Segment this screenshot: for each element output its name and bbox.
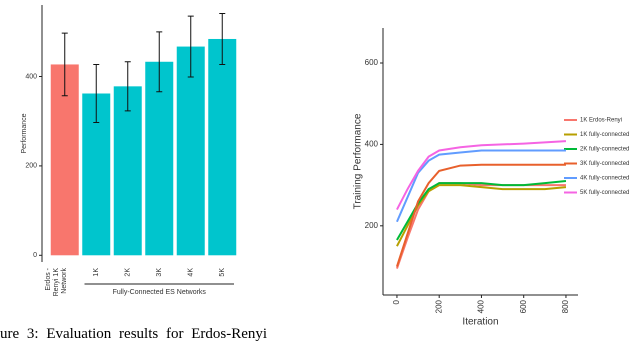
x-tick-label: 800 — [561, 299, 570, 313]
x-tick-label: 2K — [125, 268, 132, 277]
group-label: Fully-Connected ES Networks — [113, 289, 207, 296]
bar — [208, 38, 237, 256]
y-axis-label: Training Performance — [353, 113, 364, 209]
x-tick-label: 600 — [519, 299, 528, 313]
bar — [145, 61, 174, 256]
error-bar — [61, 32, 68, 97]
x-tick-label: 400 — [477, 299, 486, 313]
error-bar — [156, 31, 163, 93]
x-tick-label: 1K — [93, 268, 100, 277]
error-bar — [124, 61, 131, 112]
bar — [113, 86, 142, 256]
series-line — [396, 140, 567, 210]
y-tick-label: 200 — [25, 163, 37, 170]
bar — [176, 46, 205, 256]
y-tick-label: 400 — [25, 73, 37, 80]
error-bar — [93, 63, 100, 124]
y-tick-label: 0 — [33, 252, 37, 259]
legend-label: 1K Erdos-Renyi — [580, 118, 622, 124]
series-line — [396, 149, 566, 223]
x-tick-label: Erdos - Renyi 1K Network — [45, 268, 68, 297]
x-tick-label: 5K — [219, 268, 226, 277]
x-tick-label: 3K — [156, 268, 163, 277]
error-bar — [219, 12, 226, 65]
y-tick-label: 600 — [365, 58, 379, 67]
x-tick-label: 4K — [188, 268, 195, 277]
x-tick-label: 200 — [434, 299, 443, 313]
bar — [50, 64, 79, 256]
legend-label: 4K fully-connected — [580, 176, 629, 182]
x-axis-label: Iteration — [462, 317, 498, 328]
legend-label: 2K fully-connected — [580, 147, 629, 153]
y-tick-label: 200 — [365, 221, 379, 230]
caption: ure 3: Evaluation results for Erdos-Reny… — [0, 326, 268, 342]
error-bar — [187, 15, 194, 78]
x-tick-label: 0 — [392, 299, 401, 304]
legend-label: 1K fully-connected — [580, 132, 629, 138]
y-axis-label: Performance — [21, 113, 28, 153]
series-line — [395, 163, 566, 267]
y-tick-label: 400 — [365, 140, 379, 149]
legend-label: 3K fully-connected — [580, 161, 629, 167]
legend-label: 5K fully-connected — [580, 190, 629, 196]
